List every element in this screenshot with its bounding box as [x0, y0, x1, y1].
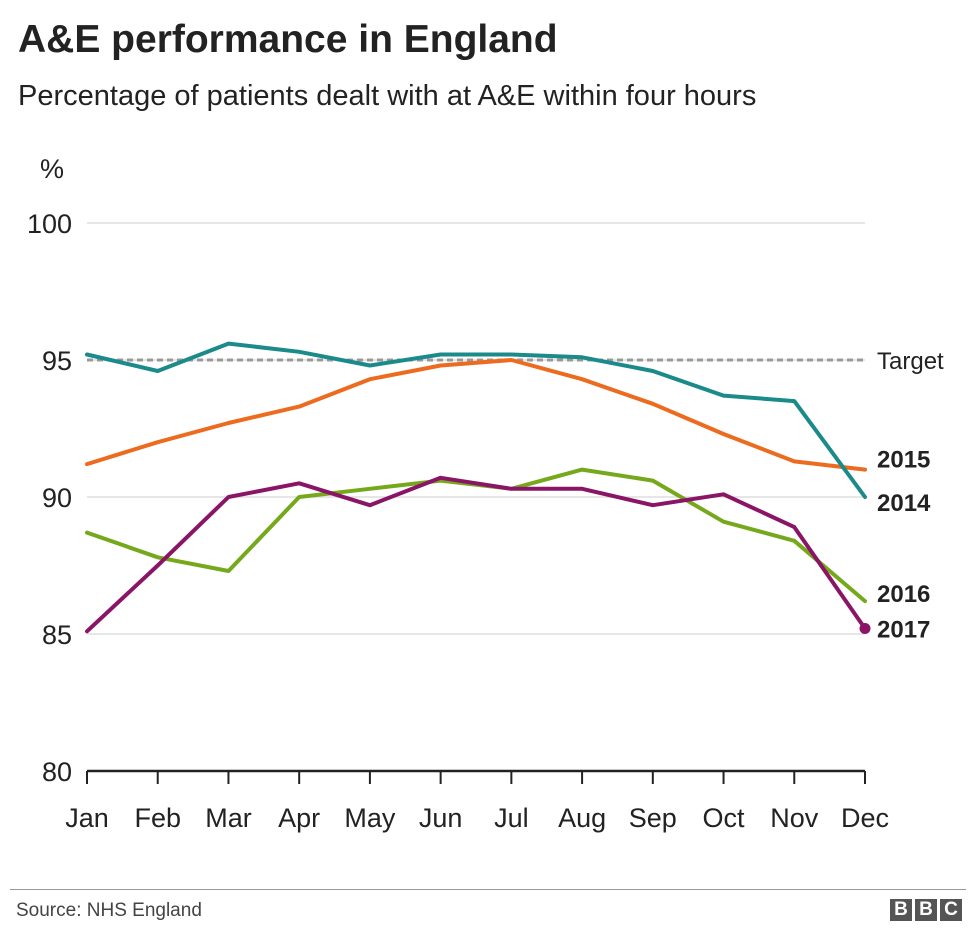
series-label-2016: 2016 — [877, 581, 930, 608]
target-label: Target — [877, 348, 944, 375]
series-line-2014 — [85, 341, 867, 499]
y-tick-label: 90 — [42, 483, 72, 513]
grid-lines — [87, 222, 865, 635]
series-label-2015: 2015 — [877, 447, 930, 474]
line-chart: Target Jan Feb Mar Apr May Jun Jul Aug Sep Oct Nov… — [27, 154, 944, 833]
logo-letter-b2: B — [915, 899, 937, 921]
y-axis-tick-labels: 80 85 90 95 100 — [27, 209, 72, 787]
logo-letter-c: C — [940, 899, 962, 921]
y-tick-label: 100 — [27, 209, 72, 239]
x-tick-label: Sep — [629, 803, 677, 833]
x-tick-label: Jun — [419, 803, 463, 833]
x-tick-label: Aug — [558, 803, 606, 833]
series-end-marker-2017 — [859, 623, 871, 635]
series-line-2017 — [85, 475, 867, 634]
series-line-2016 — [85, 467, 867, 604]
chart-subtitle: Percentage of patients dealt with at A&E… — [18, 80, 757, 112]
x-tick-label: Dec — [841, 803, 889, 833]
footer-divider — [10, 889, 966, 890]
x-tick-label: Oct — [703, 803, 746, 833]
series-lines — [85, 341, 871, 635]
logo-letter-b1: B — [890, 899, 912, 921]
y-tick-label: 80 — [42, 757, 72, 787]
x-tick-label: Apr — [278, 803, 320, 833]
y-axis-unit: % — [40, 154, 64, 184]
y-tick-label: 85 — [42, 620, 72, 650]
x-tick-label: Jan — [65, 803, 109, 833]
chart-title: A&E performance in England — [18, 18, 558, 61]
series-label-2017: 2017 — [877, 617, 930, 644]
source-note: Source: NHS England — [16, 900, 202, 921]
series-labels: 2015 2014 2016 2017 — [877, 447, 931, 644]
bbc-logo: B B C — [890, 899, 962, 921]
x-axis: Jan Feb Mar Apr May Jun Jul Aug Sep Oct Nov Dec — [65, 769, 889, 833]
x-tick-label: Mar — [205, 803, 252, 833]
series-line-2015 — [85, 358, 867, 472]
x-tick-label: Nov — [770, 803, 819, 833]
series-label-2014: 2014 — [877, 490, 931, 517]
x-tick-label: May — [344, 803, 396, 833]
x-tick-label: Jul — [494, 803, 529, 833]
x-tick-label: Feb — [134, 803, 181, 833]
target-line-group: Target — [87, 348, 944, 375]
y-tick-label: 95 — [42, 346, 72, 376]
